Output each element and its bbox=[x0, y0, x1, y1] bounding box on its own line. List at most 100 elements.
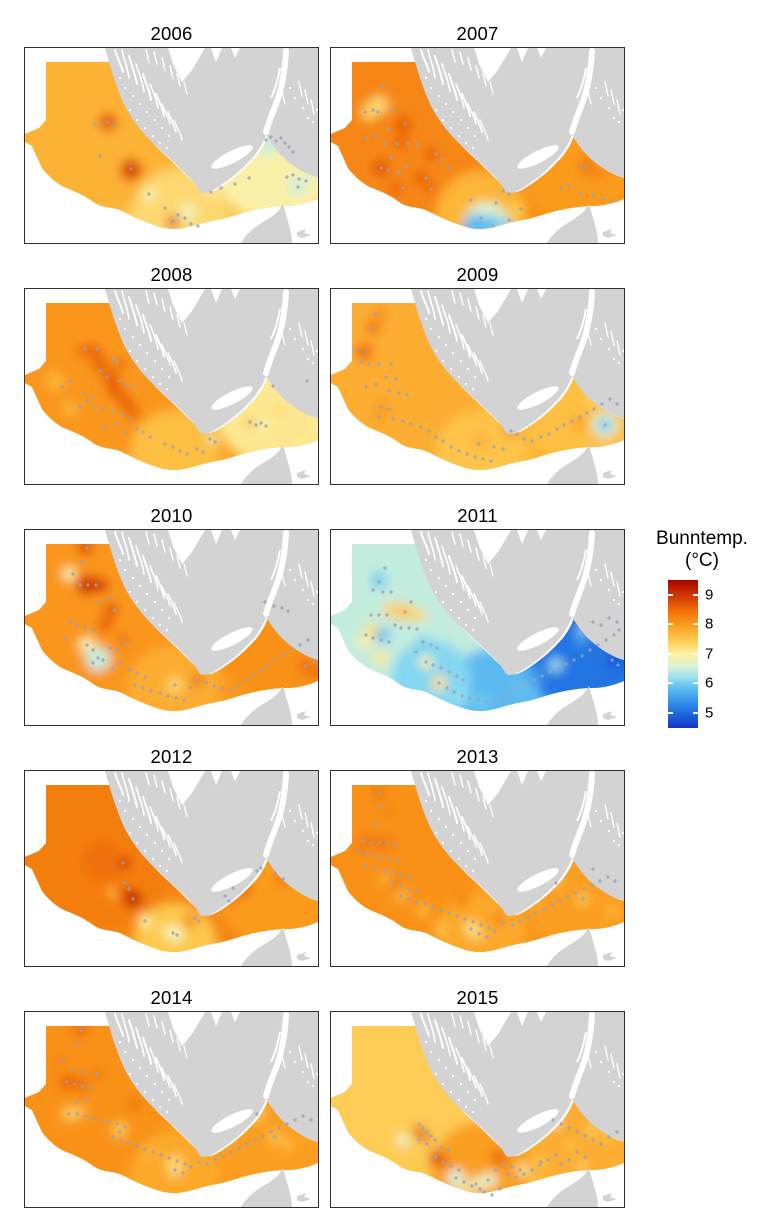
facet-title: 2008 bbox=[150, 263, 193, 285]
coastal-sliver bbox=[517, 145, 559, 169]
fjord-details bbox=[114, 49, 315, 141]
landmass-denmark bbox=[241, 927, 292, 966]
legend-tick-mark bbox=[693, 623, 698, 626]
facet-map bbox=[330, 529, 625, 726]
landmass-denmark bbox=[547, 686, 598, 725]
facet-title: 2015 bbox=[456, 986, 499, 1008]
facet-title: 2012 bbox=[150, 745, 193, 767]
station-markers bbox=[417, 1118, 619, 1197]
legend-tick-mark bbox=[668, 652, 673, 655]
oslofjord bbox=[263, 1012, 289, 1099]
fjord-details bbox=[420, 290, 621, 382]
facet-panel-2013: 2013 bbox=[330, 730, 625, 967]
facet-title: 2009 bbox=[456, 263, 499, 285]
oslofjord bbox=[569, 771, 595, 858]
fjord-inlets bbox=[118, 1012, 318, 1114]
fjord-details bbox=[420, 531, 621, 623]
landmass-norway-sweden bbox=[411, 771, 624, 916]
landmass-norway-sweden bbox=[105, 530, 318, 675]
oslofjord-branch bbox=[576, 308, 587, 340]
legend: Bunntemp. (°C) 9 8 7 6 5 bbox=[641, 528, 763, 730]
fjord-details bbox=[114, 1013, 315, 1105]
islet bbox=[297, 711, 311, 720]
facet-map bbox=[330, 1011, 625, 1208]
coastal-sliver bbox=[517, 386, 559, 410]
facet-title: 2010 bbox=[150, 504, 193, 526]
legend-tick-mark bbox=[668, 712, 673, 714]
facet-panel-2008: 2008 bbox=[24, 248, 319, 485]
facet-map bbox=[24, 288, 319, 485]
facet-map bbox=[330, 770, 625, 967]
legend-tick-mark bbox=[668, 623, 673, 626]
landmass-norway-sweden bbox=[411, 48, 624, 193]
legend-tick-label: 8 bbox=[705, 615, 714, 633]
fjord-inlets bbox=[424, 1012, 624, 1114]
oslofjord-branch bbox=[576, 790, 587, 822]
oslofjord bbox=[263, 289, 289, 376]
fjord-details bbox=[420, 772, 621, 864]
facet-panel-2007: 2007 bbox=[330, 7, 625, 244]
oslofjord bbox=[569, 530, 595, 617]
coastal-sliver bbox=[211, 145, 253, 169]
oslofjord-branch bbox=[270, 308, 281, 340]
islet bbox=[603, 711, 617, 720]
legend-tick-label: 9 bbox=[705, 586, 714, 604]
fjord-inlets bbox=[118, 530, 318, 632]
facet-map bbox=[24, 529, 319, 726]
facet-panel-2006: 2006 bbox=[24, 7, 319, 244]
fjord-details bbox=[114, 772, 315, 864]
fjord-inlets bbox=[424, 289, 624, 391]
legend-tick-label: 7 bbox=[705, 645, 714, 663]
landmass-norway-sweden bbox=[411, 530, 624, 675]
facet-panel-2012: 2012 bbox=[24, 730, 319, 967]
legend-tick-mark bbox=[693, 682, 698, 685]
landmass-denmark bbox=[241, 686, 292, 725]
station-markers bbox=[63, 546, 316, 702]
facet-panel-2009: 2009 bbox=[330, 248, 625, 485]
fjord-details bbox=[420, 49, 621, 141]
facet-map bbox=[24, 1011, 319, 1208]
oslofjord-branch bbox=[270, 790, 281, 822]
facet-title: 2011 bbox=[457, 504, 498, 526]
station-markers bbox=[354, 312, 619, 463]
landmass-denmark bbox=[547, 204, 598, 243]
station-markers bbox=[363, 84, 614, 228]
legend-tick-label: 6 bbox=[705, 674, 714, 692]
station-markers bbox=[61, 1028, 313, 1175]
legend-tick-mark bbox=[693, 652, 698, 655]
oslofjord-branch bbox=[576, 67, 587, 99]
landmass-denmark bbox=[547, 445, 598, 484]
oslofjord bbox=[263, 530, 289, 617]
coastal-sliver bbox=[211, 627, 253, 651]
facet-map bbox=[24, 770, 319, 967]
landmass-norway-sweden bbox=[411, 1012, 624, 1157]
oslofjord-branch bbox=[576, 1031, 587, 1063]
islet bbox=[297, 470, 311, 479]
landmass-denmark bbox=[547, 927, 598, 966]
coastal-sliver bbox=[517, 1109, 559, 1133]
landmass-norway-sweden bbox=[411, 289, 624, 434]
facet-grid: 2006 2007 2008 2009 2010 2011 2012 2013 2014 2015 bbox=[24, 7, 625, 1208]
landmass-norway-sweden bbox=[105, 289, 318, 434]
station-markers bbox=[357, 791, 617, 939]
facet-panel-2011: 2011 bbox=[330, 489, 625, 726]
oslofjord bbox=[569, 1012, 595, 1099]
islet bbox=[297, 952, 311, 961]
fjord-details bbox=[420, 1013, 621, 1105]
islet bbox=[603, 952, 617, 961]
fjord-inlets bbox=[118, 289, 318, 391]
oslofjord-branch bbox=[270, 1031, 281, 1063]
coastal-sliver bbox=[517, 627, 559, 651]
fjord-inlets bbox=[424, 530, 624, 632]
islet bbox=[603, 229, 617, 238]
landmass-denmark bbox=[241, 204, 292, 243]
facet-panel-2010: 2010 bbox=[24, 489, 319, 726]
facet-title: 2013 bbox=[456, 745, 499, 767]
fjord-inlets bbox=[424, 48, 624, 150]
oslofjord bbox=[263, 771, 289, 858]
facet-panel-2014: 2014 bbox=[24, 971, 319, 1208]
facet-map bbox=[330, 288, 625, 485]
oslofjord-branch bbox=[576, 549, 587, 581]
legend-title-line2: (°C) bbox=[685, 550, 719, 572]
facet-panel-2015: 2015 bbox=[330, 971, 625, 1208]
